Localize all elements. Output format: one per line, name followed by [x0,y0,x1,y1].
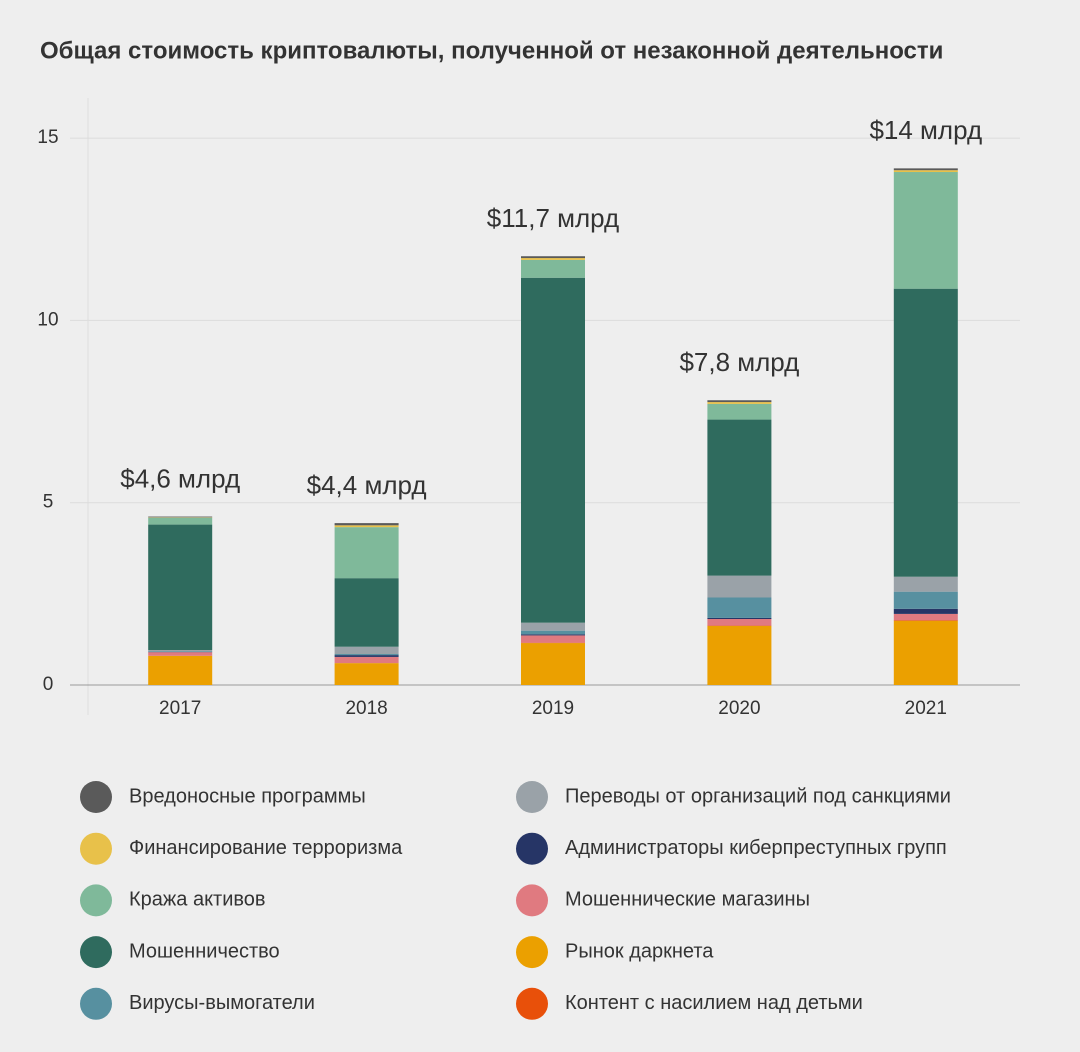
bar-segment [334,527,399,579]
bar-segment [707,400,772,403]
bar-segment [707,402,772,404]
legend-marker [516,832,548,865]
legend-label: Вредоносные программы [129,785,366,807]
bar-segment [148,649,213,652]
bar-segment [521,622,585,631]
legend-marker [516,936,548,969]
bar-segment [707,625,772,685]
legend-label: Мошеннические магазины [565,889,810,911]
y-tick-label: 15 [37,127,58,148]
legend-label: Вирусы-вымогатели [129,992,315,1014]
x-tick-label: 2021 [905,698,947,719]
legend-label: Переводы от организаций под санкциями [565,785,951,807]
bar-segment [893,620,958,621]
bar-segment [521,635,585,643]
bar-segment [893,168,958,171]
bar-segment [707,575,772,598]
x-tick-label: 2018 [345,698,387,719]
bar-segment [521,259,585,278]
bar-segment [148,517,213,525]
bar-segment [893,576,958,592]
x-tick-label: 2020 [718,698,760,719]
bar-segment [148,651,213,652]
bar-segment [707,617,772,620]
legend-marker [80,936,112,969]
bar-segment [148,652,213,656]
bar-segment [707,403,772,420]
total-label: $4,4 млрд [307,470,427,500]
legend-marker [516,884,548,917]
legend-label: Рынок даркнета [565,940,714,962]
bar-segment [334,523,399,526]
x-tick-label: 2019 [532,698,574,719]
x-tick-label: 2017 [159,698,201,719]
bar-segment [893,591,958,609]
legend-label: Администраторы киберпреступных групп [565,837,947,859]
bar-segment [893,613,958,621]
legend-label: Контент с насилием над детьми [565,992,863,1014]
legend-marker [80,884,112,917]
bar-segment [893,608,958,614]
legend-marker [80,781,112,813]
bar-segment [893,620,958,685]
y-tick-label: 5 [43,492,54,513]
bar-segment [707,619,772,626]
bar-segment [521,256,585,259]
bar-segment [148,524,213,650]
bar-segment [334,525,399,528]
bar-segment [521,258,585,260]
bar-segment [334,656,399,664]
total-label: $4,6 млрд [120,463,240,493]
legend-label: Кража активов [129,889,266,911]
bar-segment [893,170,958,173]
bar-segment [521,277,585,623]
bar-segment [707,597,772,618]
bar-segment [521,630,585,635]
bar-segment [334,655,399,657]
legend-label: Мошенничество [129,940,280,962]
bar-segment [521,634,585,636]
chart-title: Общая стоимость криптовалюты, полученной… [40,37,943,64]
y-tick-label: 0 [43,674,54,695]
bar-segment [334,654,399,656]
legend-marker [516,781,548,813]
bar-segment [893,288,958,577]
legend-marker [516,987,548,1020]
bar-segment [521,643,585,685]
bar-segment [334,646,399,655]
bar-segment [334,578,399,647]
legend-marker [80,987,112,1020]
bar-segment [334,663,399,685]
total-label: $11,7 млрд [487,203,619,233]
bar-segment [148,516,213,518]
legend-marker [80,832,112,865]
bar-segment [707,419,772,576]
bar-segment [893,172,958,289]
y-tick-label: 10 [37,309,58,330]
legend-label: Финансирование терроризма [129,837,403,859]
bar-segment [148,655,213,685]
total-label: $14 млрд [869,115,982,145]
total-label: $7,8 млрд [679,347,799,377]
